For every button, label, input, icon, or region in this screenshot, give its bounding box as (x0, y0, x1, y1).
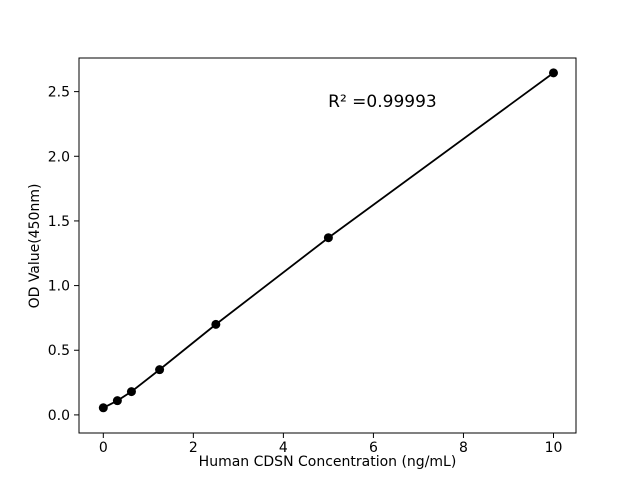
x-tick-label: 0 (99, 440, 108, 456)
y-tick-label: 0.5 (48, 343, 70, 359)
data-point (98, 403, 108, 413)
y-tick-label: 2.0 (48, 149, 70, 165)
y-axis-label: OD Value(450nm) (27, 183, 43, 308)
y-tick-label: 1.5 (48, 214, 70, 230)
x-tick-label: 2 (189, 440, 198, 456)
y-tick-label: 0.0 (48, 408, 70, 424)
x-tick-label: 8 (459, 440, 468, 456)
r-squared-annotation: R² =0.99993 (328, 91, 437, 112)
y-tick-label: 1.0 (48, 279, 70, 295)
data-point (112, 396, 122, 406)
data-point (548, 68, 558, 78)
data-point (155, 365, 165, 375)
x-tick-label: 10 (545, 440, 563, 456)
x-tick-label: 6 (369, 440, 378, 456)
y-tick-label: 2.5 (48, 85, 70, 101)
data-point (126, 387, 136, 397)
x-tick-label: 4 (279, 440, 288, 456)
data-point (211, 319, 221, 329)
data-point (323, 233, 333, 243)
x-axis-label: Human CDSN Concentration (ng/mL) (198, 454, 457, 470)
axes-border (78, 57, 577, 434)
